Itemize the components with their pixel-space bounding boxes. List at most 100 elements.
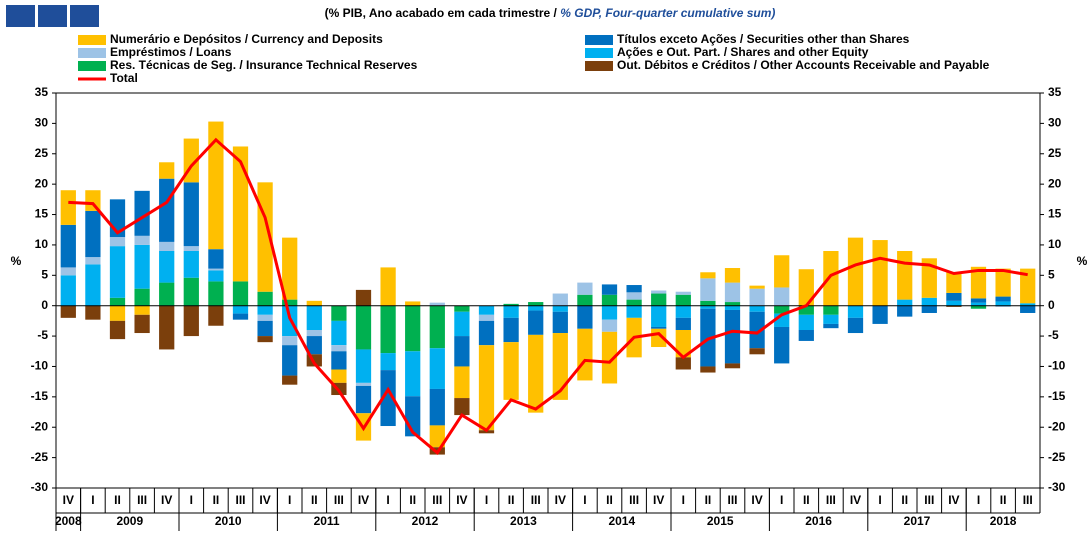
bar-segment — [995, 301, 1011, 306]
bar-segment — [651, 305, 667, 327]
bar-segment — [232, 146, 249, 282]
bar-segment — [429, 305, 445, 349]
bar-segment — [478, 345, 495, 431]
bar-segment — [85, 190, 101, 211]
x-tick-label: III — [629, 493, 639, 507]
bar-segment — [109, 305, 126, 321]
bar-segment — [749, 305, 765, 312]
bar-segment — [872, 305, 888, 324]
x-tick-label: IV — [850, 493, 861, 507]
bar-segment — [724, 268, 741, 283]
bar-segment — [724, 302, 741, 306]
x-tick-label: I — [190, 493, 193, 507]
bar-segment — [331, 345, 347, 352]
bar-segment — [774, 287, 790, 306]
bar-segment — [60, 275, 76, 306]
bar-segment — [183, 251, 199, 278]
y2-axis-label: % — [1077, 254, 1088, 268]
bar-segment — [183, 305, 199, 337]
bar-segment — [700, 300, 716, 306]
bar-segment — [577, 328, 593, 381]
bar-segment — [528, 302, 544, 306]
bar-segment — [921, 258, 937, 298]
x-tick-label: II — [901, 493, 908, 507]
bar-segment — [798, 269, 814, 306]
bar-segment — [429, 425, 445, 448]
bar-segment — [749, 311, 765, 349]
legend-swatch — [585, 35, 613, 45]
bar-segment — [897, 251, 913, 300]
x-tick-label: IV — [358, 493, 369, 507]
bar-segment — [282, 299, 298, 306]
bar-segment — [700, 366, 716, 373]
bar-segment — [282, 345, 298, 376]
bar-segment — [183, 277, 199, 306]
x-tick-label: IV — [456, 493, 467, 507]
bar-segment — [159, 251, 175, 283]
bar-segment — [528, 310, 544, 335]
bar-segment — [749, 288, 765, 306]
bar-segment — [577, 294, 593, 306]
y-tick-label: 10 — [35, 237, 49, 251]
bar-segment — [282, 375, 298, 385]
bar-segment — [454, 311, 470, 337]
bar-segment — [134, 235, 150, 245]
x-tick-label: IV — [161, 493, 172, 507]
title-en: % GDP, Four-quarter cumulative sum) — [560, 6, 775, 20]
bar-segment — [109, 237, 126, 247]
bar-segment — [774, 305, 790, 314]
x-tick-label: I — [288, 493, 291, 507]
year-label: 2016 — [805, 514, 832, 528]
bar-segment — [85, 305, 101, 320]
bar-segment — [232, 281, 249, 306]
bar-segment — [675, 330, 691, 358]
bar-segment — [429, 388, 445, 426]
bar-segment — [306, 300, 322, 306]
y-tick-label: 15 — [35, 207, 49, 221]
legend-swatch — [585, 48, 613, 58]
x-tick-label: III — [1023, 493, 1033, 507]
logo-block — [6, 5, 35, 27]
bar-segment — [724, 363, 741, 369]
y-tick-label: 0 — [41, 298, 48, 312]
y2-tick-label: -15 — [1048, 389, 1066, 403]
bar-segment — [872, 240, 888, 306]
bar-segment — [626, 285, 642, 293]
bar-segment — [700, 272, 716, 279]
bar-segment — [921, 305, 937, 313]
bar-segment — [232, 313, 249, 320]
bar-segment — [798, 330, 814, 341]
bar-segment — [528, 334, 544, 413]
y-tick-label: 5 — [41, 267, 48, 281]
bar-segment — [429, 348, 445, 389]
y-tick-label: 30 — [35, 116, 49, 130]
bar-segment — [257, 336, 273, 343]
bar-segment — [601, 284, 618, 295]
bar-segment — [109, 297, 126, 306]
bar-segment — [995, 268, 1011, 297]
bar-segment — [355, 305, 372, 350]
x-tick-label: I — [91, 493, 94, 507]
year-label: 2014 — [608, 514, 635, 528]
bar-segment — [970, 266, 987, 299]
bar-segment — [552, 333, 568, 400]
bar-segment — [823, 305, 839, 315]
x-tick-label: III — [727, 493, 737, 507]
bar-segment — [995, 296, 1011, 302]
y-tick-label: -15 — [31, 389, 49, 403]
bar-segment — [454, 398, 470, 416]
bar-segment — [1020, 268, 1036, 304]
bar-segment — [306, 330, 322, 337]
y2-tick-label: 25 — [1048, 146, 1062, 160]
bar-segment — [823, 314, 839, 324]
title-pt: (% PIB, Ano acabado em cada trimestre / — [325, 6, 558, 20]
x-tick-label: I — [977, 493, 980, 507]
x-tick-label: I — [485, 493, 488, 507]
bar-segment — [208, 270, 224, 282]
bar-segment — [208, 305, 224, 326]
bar-segment — [503, 342, 519, 400]
bar-segment — [380, 370, 396, 427]
x-tick-label: III — [826, 493, 836, 507]
y-tick-label: 25 — [35, 146, 49, 160]
bar-segment — [208, 268, 224, 271]
